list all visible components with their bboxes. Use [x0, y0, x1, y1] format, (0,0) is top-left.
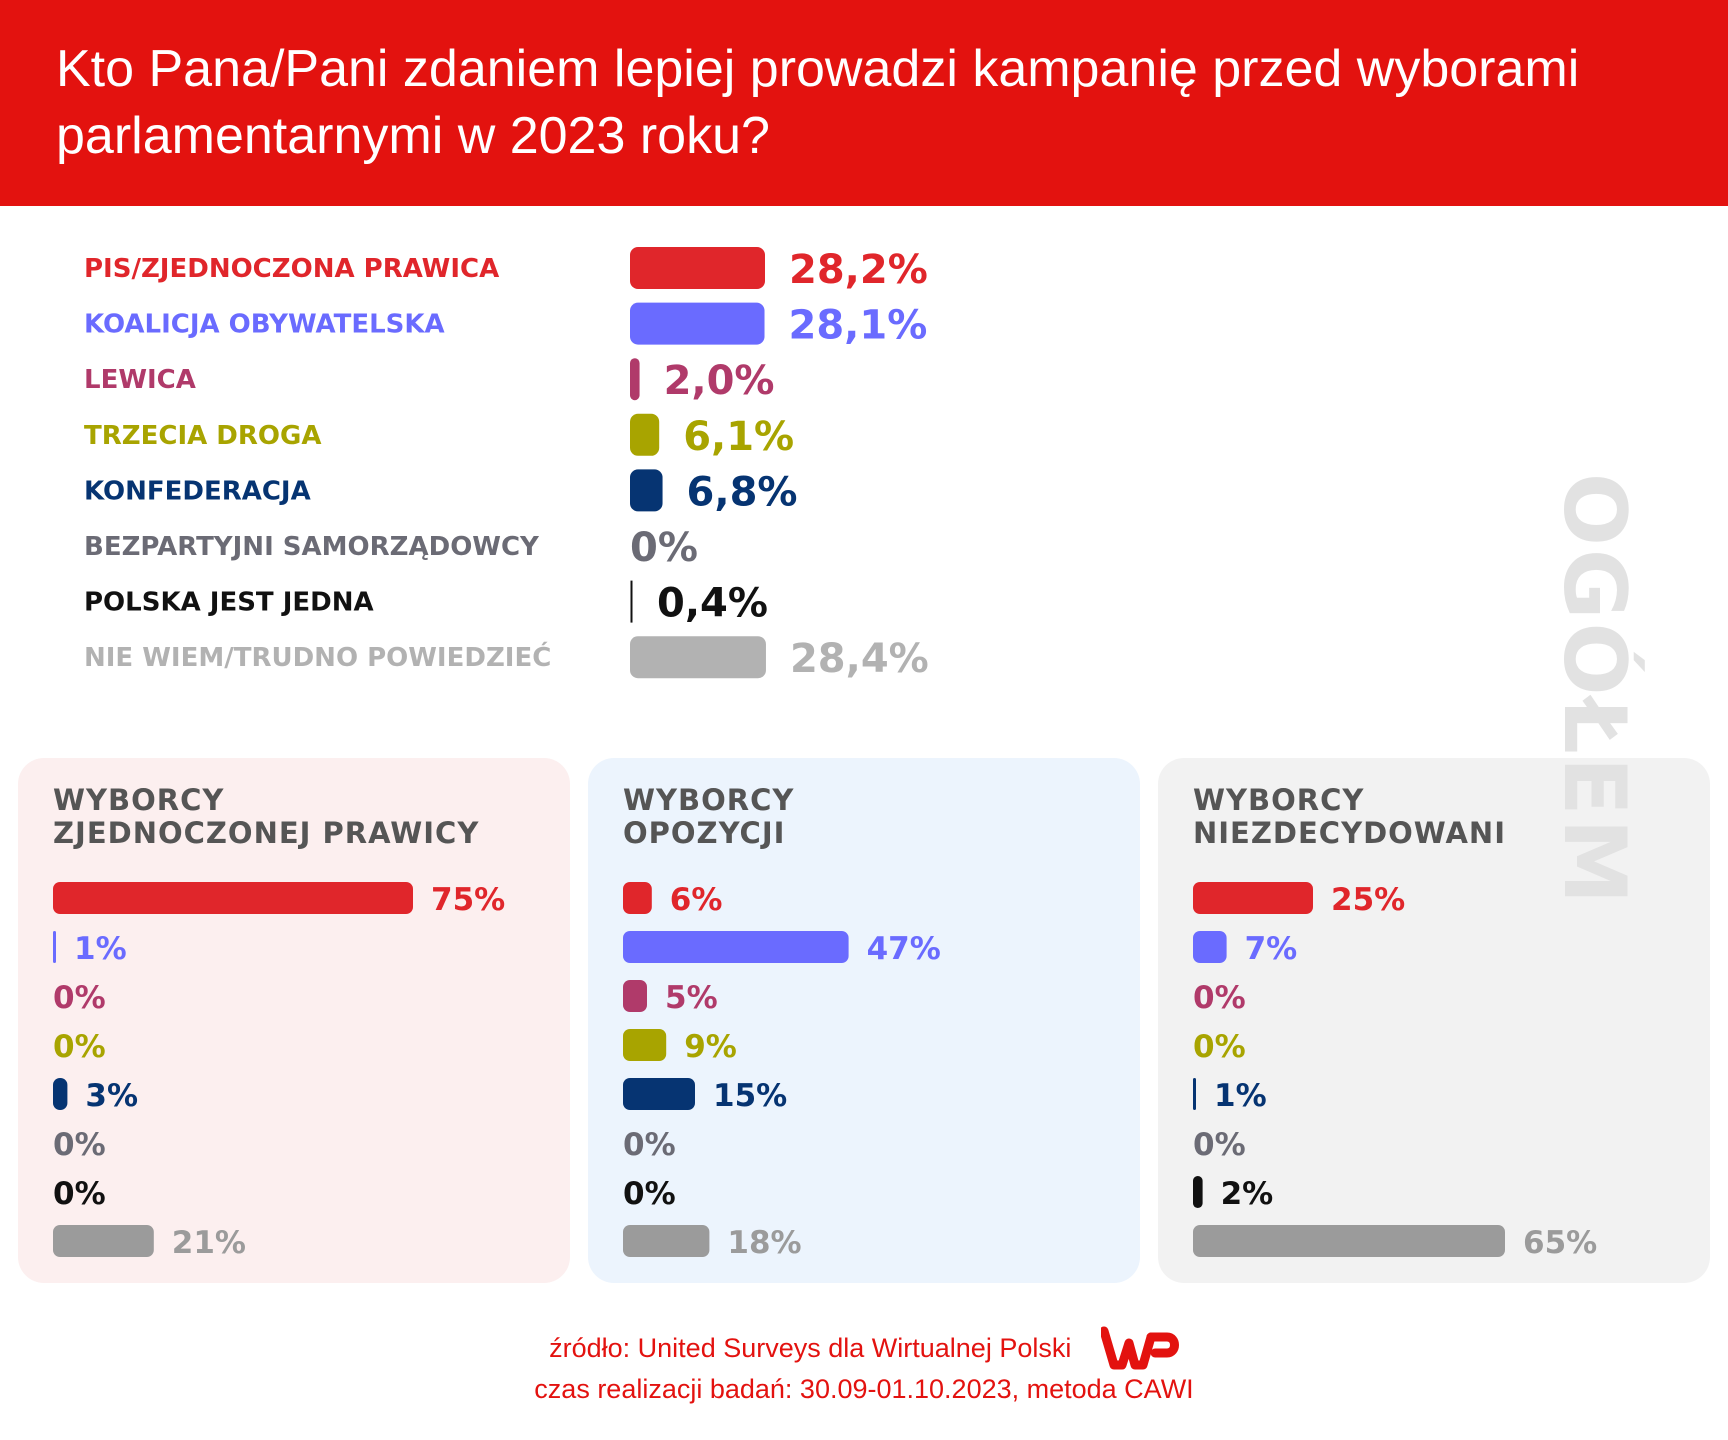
value-label-wyborcy-niezdecydowani-trzecia-droga: 0%: [1193, 1029, 1246, 1065]
bar-pis-zjednoczona-prawica: [630, 247, 765, 289]
value-label-wyborcy-opozycji-bezpartyjni-samorzadowcy: 0%: [623, 1127, 676, 1163]
bar-trzecia-droga: [630, 413, 660, 456]
bar-lewica: [630, 358, 640, 401]
value-label-bezpartyjni-samorzadowcy: 0%: [630, 525, 698, 571]
value-label-nie-wiem-trudno-powiedziec: 28,4%: [790, 636, 929, 682]
bar-wyborcy-zjednoczonej-prawicy-pis-zjednoczona-prawica: [53, 882, 413, 914]
value-label-koalicja-obywatelska: 28,1%: [789, 303, 928, 349]
value-label-pis-zjednoczona-prawica: 28,2%: [789, 247, 928, 293]
bar-wyborcy-zjednoczonej-prawicy-konfederacja: [53, 1078, 68, 1110]
value-label-wyborcy-zjednoczonej-prawicy-koalicja-obywatelska: 1%: [74, 931, 127, 967]
bar-wyborcy-niezdecydowani-polska-jest-jedna: [1193, 1176, 1203, 1208]
value-label-wyborcy-zjednoczonej-prawicy-trzecia-droga: 0%: [53, 1029, 106, 1065]
panel-title-wyborcy-niezdecydowani: WYBORCY NIEZDECYDOWANI: [1193, 783, 1506, 850]
value-label-wyborcy-niezdecydowani-nie-wiem-trudno-powiedziec: 65%: [1523, 1225, 1597, 1261]
value-label-polska-jest-jedna: 0,4%: [657, 581, 768, 627]
page-title: Kto Pana/Pani zdaniem lepiej prowadzi ka…: [56, 40, 1580, 165]
value-label-wyborcy-opozycji-konfederacja: 15%: [713, 1078, 787, 1114]
bar-wyborcy-opozycji-pis-zjednoczona-prawica: [623, 882, 652, 914]
value-label-lewica: 2,0%: [664, 358, 775, 404]
value-label-trzecia-droga: 6,1%: [683, 414, 794, 460]
bar-wyborcy-opozycji-konfederacja: [623, 1078, 695, 1110]
chart-area: PIS/ZJEDNOCZONA PRAWICA 28,2% KOALICJA OBY…: [0, 206, 1728, 1440]
bar-konfederacja: [630, 469, 663, 512]
category-label-nie-wiem-trudno-powiedziec: NIE WIEM/TRUDNO POWIEDZIEĆ: [84, 641, 551, 673]
bar-wyborcy-opozycji-lewica: [623, 980, 647, 1012]
header: Kto Pana/Pani zdaniem lepiej prowadzi ka…: [0, 0, 1728, 206]
bar-wyborcy-opozycji-koalicja-obywatelska: [623, 931, 849, 963]
value-label-wyborcy-zjednoczonej-prawicy-polska-jest-jedna: 0%: [53, 1176, 106, 1212]
value-label-wyborcy-niezdecydowani-polska-jest-jedna: 2%: [1221, 1176, 1274, 1212]
panel-title-wyborcy-zjednoczonej-prawicy: WYBORCY ZJEDNOCZONEJ PRAWICY: [53, 783, 479, 850]
bar-wyborcy-opozycji-nie-wiem-trudno-powiedziec: [623, 1225, 710, 1257]
bar-wyborcy-zjednoczonej-prawicy-nie-wiem-trudno-powiedziec: [53, 1225, 154, 1257]
value-label-wyborcy-zjednoczonej-prawicy-lewica: 0%: [53, 980, 106, 1016]
value-label-wyborcy-niezdecydowani-pis-zjednoczona-prawica: 25%: [1331, 882, 1405, 918]
value-label-wyborcy-zjednoczonej-prawicy-pis-zjednoczona-prawica: 75%: [431, 882, 505, 918]
value-label-wyborcy-zjednoczonej-prawicy-bezpartyjni-samorzadowcy: 0%: [53, 1127, 106, 1163]
category-label-trzecia-droga: TRZECIA DROGA: [84, 421, 321, 451]
bar-koalicja-obywatelska: [630, 302, 765, 345]
value-label-wyborcy-niezdecydowani-lewica: 0%: [1193, 980, 1246, 1016]
value-label-wyborcy-opozycji-nie-wiem-trudno-powiedziec: 18%: [727, 1225, 801, 1261]
value-label-wyborcy-zjednoczonej-prawicy-konfederacja: 3%: [85, 1078, 138, 1114]
panel-wyborcy-opozycji: [588, 758, 1140, 1283]
category-label-lewica: LEWICA: [84, 365, 196, 395]
bar-wyborcy-niezdecydowani-koalicja-obywatelska: [1193, 931, 1227, 963]
bar-wyborcy-niezdecydowani-pis-zjednoczona-prawica: [1193, 882, 1313, 914]
value-label-wyborcy-niezdecydowani-bezpartyjni-samorzadowcy: 0%: [1193, 1127, 1246, 1163]
side-label-text: OGÓŁEM: [1544, 472, 1644, 908]
category-label-pis-zjednoczona-prawica: PIS/ZJEDNOCZONA PRAWICA: [84, 254, 499, 284]
value-label-wyborcy-opozycji-pis-zjednoczona-prawica: 6%: [670, 882, 723, 918]
bar-wyborcy-niezdecydowani-nie-wiem-trudno-powiedziec: [1193, 1225, 1505, 1257]
value-label-wyborcy-niezdecydowani-konfederacja: 1%: [1214, 1078, 1267, 1114]
wp-logo-icon: [1100, 1326, 1179, 1370]
source-text: źródło: United Surveys dla Wirtualnej Po…: [549, 1332, 1072, 1363]
footer-source: źródło: United Surveys dla Wirtualnej Po…: [0, 1325, 1728, 1371]
chart-svg: PIS/ZJEDNOCZONA PRAWICA 28,2% KOALICJA OBY…: [18, 247, 1710, 1283]
category-label-bezpartyjni-samorzadowcy: BEZPARTYJNI SAMORZĄDOWCY: [84, 532, 540, 562]
side-label: OGÓŁEM: [1544, 473, 1644, 907]
value-label-wyborcy-opozycji-koalicja-obywatelska: 47%: [867, 931, 941, 967]
value-label-wyborcy-zjednoczonej-prawicy-nie-wiem-trudno-powiedziec: 21%: [172, 1225, 246, 1261]
value-label-konfederacja: 6,8%: [687, 469, 798, 515]
value-label-wyborcy-opozycji-polska-jest-jedna: 0%: [623, 1176, 676, 1212]
bar-wyborcy-zjednoczonej-prawicy-koalicja-obywatelska: [53, 931, 56, 963]
bar-nie-wiem-trudno-powiedziec: [630, 636, 766, 679]
value-label-wyborcy-opozycji-lewica: 5%: [665, 980, 718, 1016]
panel-title-wyborcy-opozycji: WYBORCY OPOZYCJI: [623, 783, 794, 850]
category-label-koalicja-obywatelska: KOALICJA OBYWATELSKA: [84, 310, 445, 340]
bar-wyborcy-niezdecydowani-konfederacja: [1193, 1078, 1196, 1110]
bar-wyborcy-opozycji-trzecia-droga: [623, 1029, 667, 1061]
footer-method: czas realizacji badań: 30.09-01.10.2023,…: [534, 1374, 1194, 1404]
value-label-wyborcy-niezdecydowani-koalicja-obywatelska: 7%: [1245, 931, 1298, 967]
category-label-konfederacja: KONFEDERACJA: [84, 476, 311, 506]
category-label-polska-jest-jedna: POLSKA JEST JEDNA: [84, 588, 374, 618]
value-label-wyborcy-opozycji-trzecia-droga: 9%: [684, 1029, 737, 1065]
